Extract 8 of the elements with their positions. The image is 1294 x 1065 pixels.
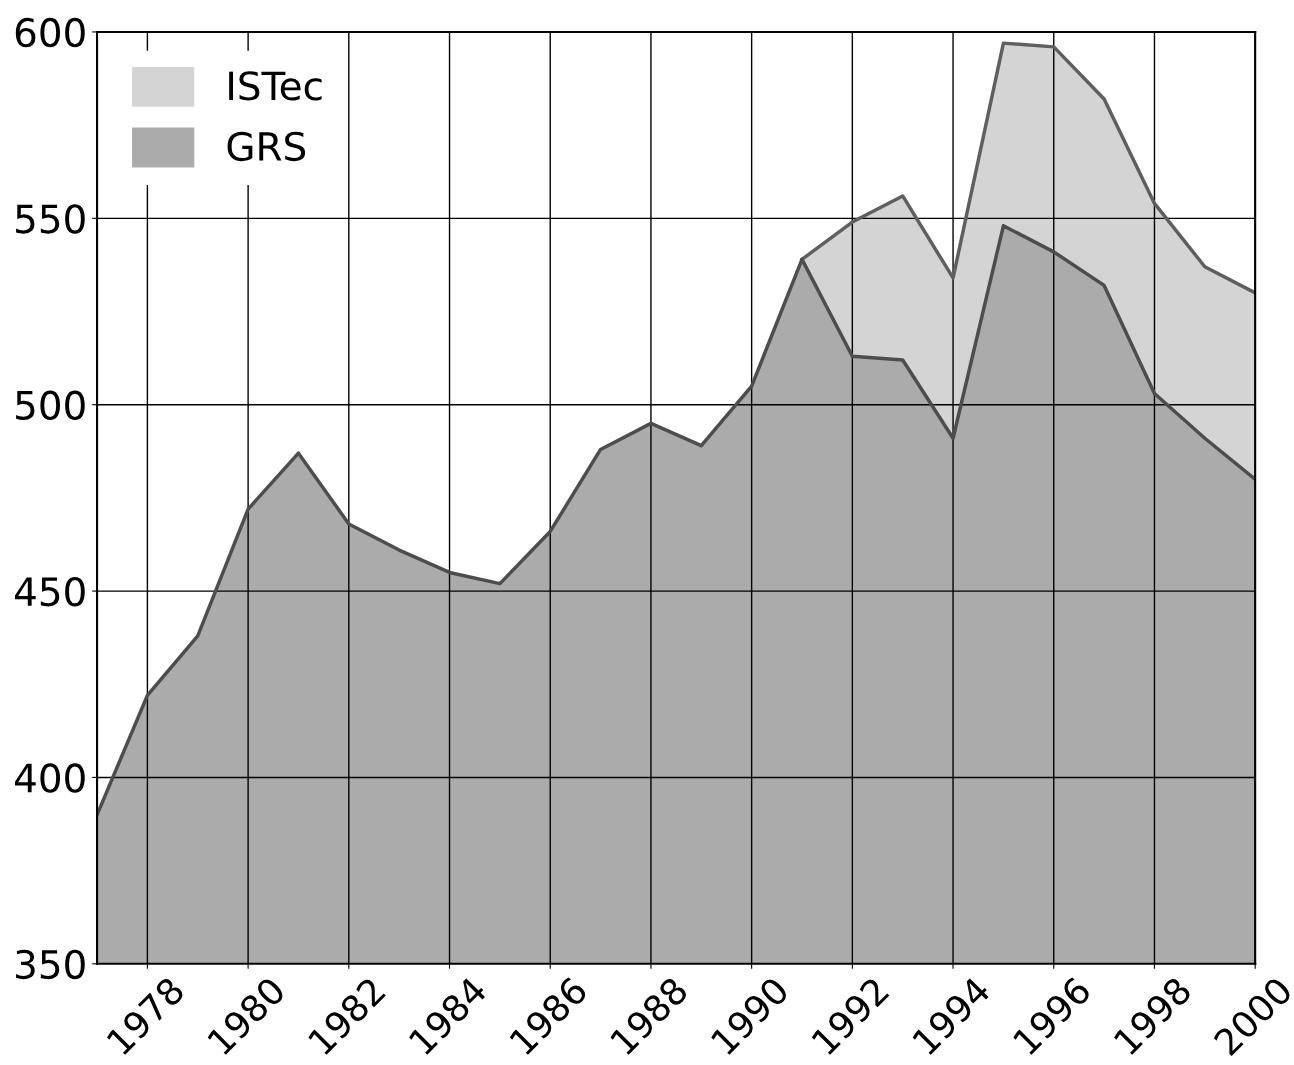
y-tick-label: 350 — [16, 949, 85, 980]
y-tick-label: 450 — [15, 576, 85, 607]
y-tick-label: 600 — [15, 17, 85, 48]
y-tick-label: 500 — [16, 390, 85, 421]
legend-label: ISTec — [229, 71, 322, 101]
y-tick-label: 550 — [16, 204, 85, 234]
legend-label: GRS — [227, 131, 306, 162]
y-tick-label: 400 — [15, 763, 85, 793]
